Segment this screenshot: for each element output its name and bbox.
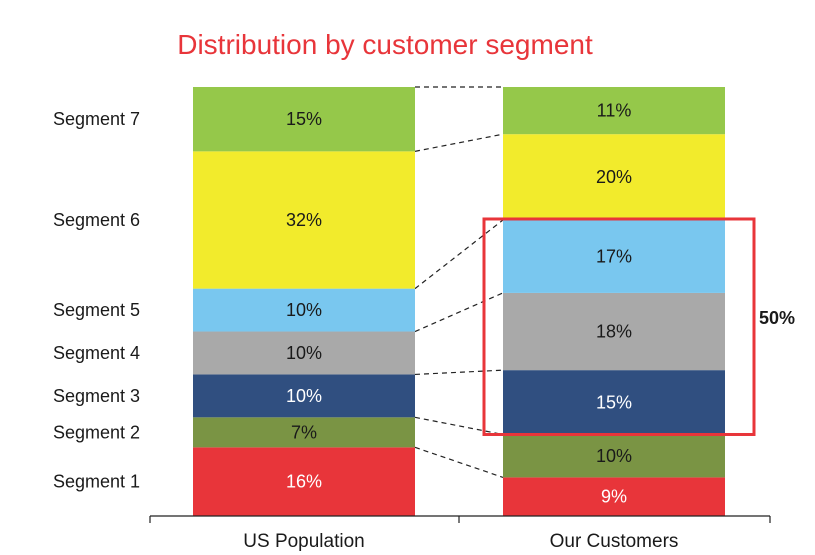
connector-line	[414, 292, 504, 333]
legend-label-segment-3: Segment 3	[53, 386, 140, 406]
legend-label-segment-5: Segment 5	[53, 300, 140, 320]
x-tick-label-our-customers: Our Customers	[550, 531, 679, 552]
legend-label-segment-7: Segment 7	[53, 109, 140, 129]
x-tick-label-us-population: US Population	[243, 531, 364, 552]
data-label-our-customers-segment-7: 11%	[597, 101, 632, 121]
connector-line	[414, 446, 504, 478]
bar-our-customers-segment-4	[503, 292, 725, 371]
data-label-us-population-segment-6: 32%	[286, 210, 322, 230]
highlight-box	[482, 217, 756, 436]
bars: 16% 7% 10% 10% 10% 32% 15% 9% 10% 15% 18% 17% 20% 11%	[193, 87, 725, 516]
bar-our-customers-segment-7	[503, 87, 725, 135]
x-axis: US Population Our Customers	[149, 515, 771, 552]
connector-lines	[414, 86, 504, 478]
legend-label-segment-1: Segment 1	[53, 472, 140, 492]
data-label-our-customers-segment-2: 10%	[596, 446, 632, 466]
bar-us-population-segment-4	[193, 331, 415, 375]
data-label-us-population-segment-7: 15%	[286, 109, 322, 129]
bar-our-customers-segment-1	[503, 477, 725, 516]
bar-us-population-segment-5	[193, 288, 415, 332]
bar-our-customers-segment-5	[503, 219, 725, 293]
bar-us-population-segment-7	[193, 87, 415, 152]
connector-line	[414, 416, 504, 436]
connector-line	[414, 219, 504, 290]
data-label-us-population-segment-1: 16%	[286, 472, 322, 492]
bar-us-population-segment-3	[193, 374, 415, 418]
data-label-us-population-segment-3: 10%	[286, 386, 322, 406]
bar-us-population-segment-1	[193, 447, 415, 516]
data-label-our-customers-segment-3: 15%	[596, 392, 632, 412]
connector-line	[414, 133, 504, 152]
data-label-us-population-segment-5: 10%	[286, 300, 322, 320]
connector-line	[414, 369, 504, 376]
data-label-us-population-segment-2: 7%	[291, 422, 317, 442]
legend-label-segment-2: Segment 2	[53, 422, 140, 442]
bar-our-customers-segment-2	[503, 434, 725, 478]
bar-us-population-segment-2	[193, 417, 415, 448]
highlight-total-label: 50%	[759, 308, 795, 328]
segment-labels: Segment 1 Segment 2 Segment 3 Segment 4 Segm…	[53, 109, 140, 492]
data-label-our-customers-segment-6: 20%	[596, 167, 632, 187]
bar-our-customers-segment-3	[503, 370, 725, 435]
legend-label-segment-6: Segment 6	[53, 210, 140, 230]
data-label-our-customers-segment-5: 17%	[596, 246, 632, 266]
data-label-us-population-segment-4: 10%	[286, 343, 322, 363]
data-label-our-customers-segment-4: 18%	[596, 322, 632, 342]
bar-our-customers-segment-6	[503, 134, 725, 220]
legend-label-segment-4: Segment 4	[53, 343, 140, 363]
chart-title: Distribution by customer segment	[177, 29, 593, 60]
bar-us-population-segment-6	[193, 151, 415, 289]
data-label-our-customers-segment-1: 9%	[601, 487, 627, 507]
highlight-callout: 50%	[482, 217, 795, 436]
